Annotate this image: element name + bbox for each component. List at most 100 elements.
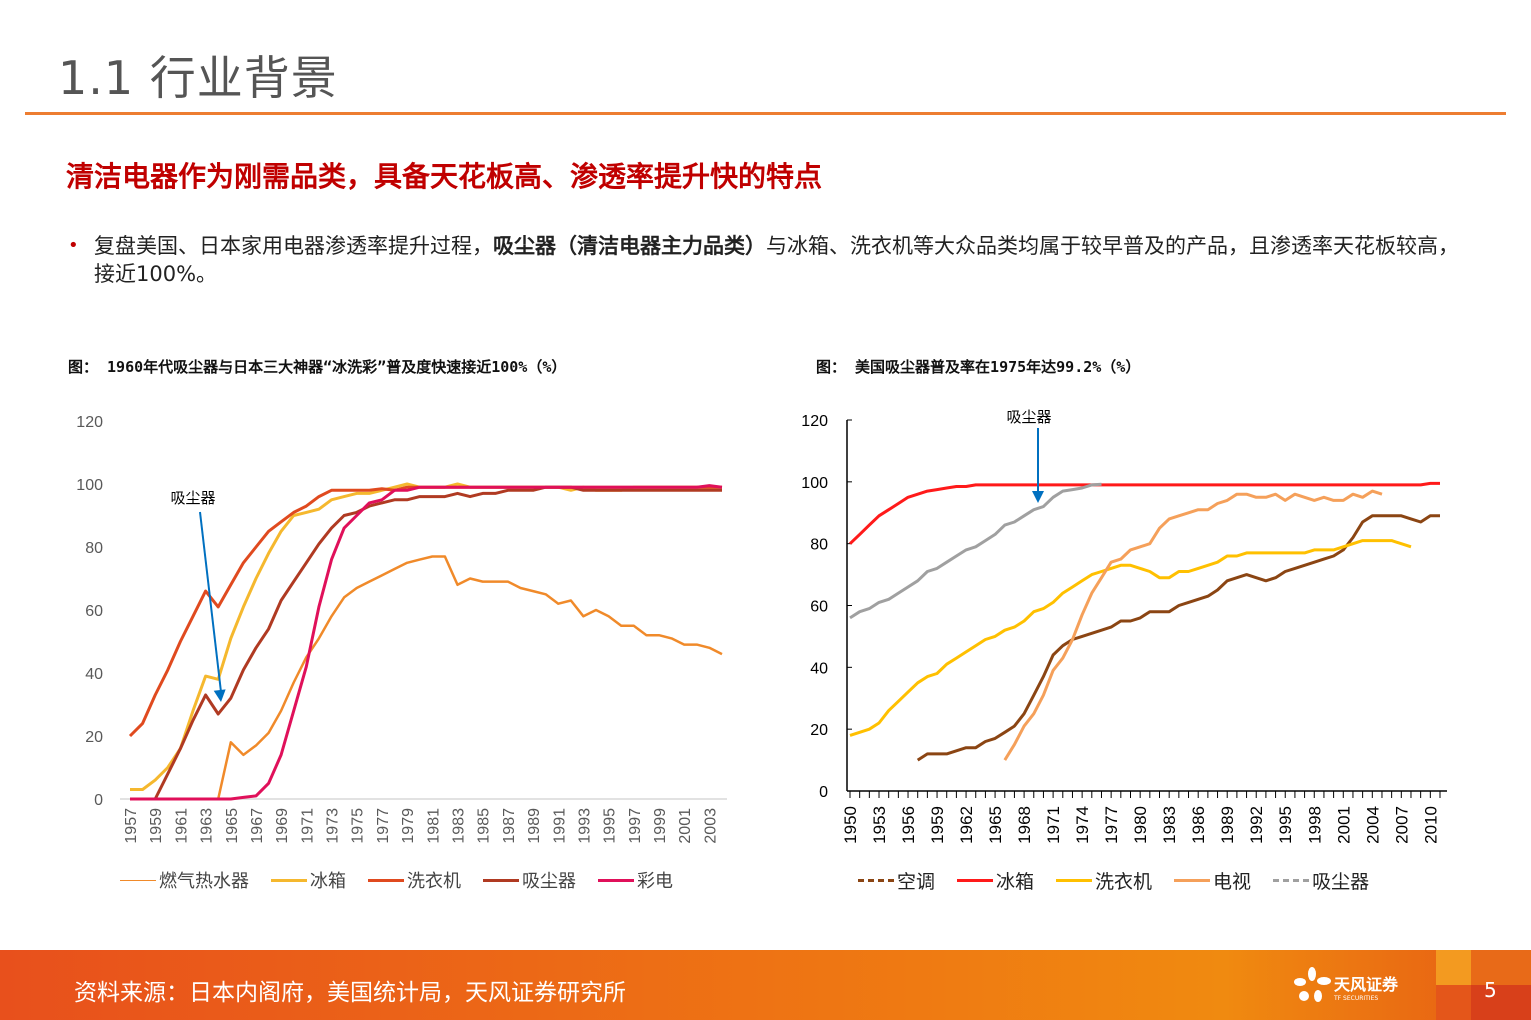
y-tick-label: 120	[801, 413, 828, 430]
y-tick-label: 100	[801, 475, 828, 492]
legend-label: 冰箱	[310, 871, 346, 892]
x-tick-label: 1979	[400, 808, 417, 844]
legend-label: 电视	[1213, 871, 1252, 893]
x-tick-label: 2010	[1421, 806, 1440, 844]
x-tick-label: 1975	[350, 808, 367, 844]
page-title: 1.1 行业背景	[58, 51, 338, 105]
legend-item: 吸尘器	[1273, 867, 1369, 894]
title-divider	[25, 112, 1506, 115]
legend-item: 吸尘器	[483, 867, 576, 893]
arrow-head-icon	[213, 689, 226, 702]
x-tick-label: 1959	[928, 806, 947, 844]
x-tick-label: 1974	[1073, 806, 1092, 844]
legend-swatch-icon	[858, 879, 894, 882]
footer-bar	[0, 950, 1531, 1020]
annotation-label: 吸尘器	[170, 489, 215, 507]
x-tick-label: 1967	[249, 808, 266, 844]
legend-swatch-icon	[957, 879, 994, 882]
legend-swatch-icon	[483, 878, 519, 882]
legend-swatch-icon	[120, 879, 156, 881]
legend-label: 燃气热水器	[159, 871, 249, 892]
x-tick-label: 1995	[1276, 806, 1295, 844]
page-number: 5	[1484, 978, 1497, 1002]
x-tick-label: 1992	[1247, 806, 1266, 844]
legend-swatch-icon	[1174, 879, 1211, 882]
legend-swatch-icon	[271, 878, 307, 882]
x-tick-label: 1973	[325, 808, 342, 844]
x-tick-label: 1969	[274, 808, 291, 844]
x-tick-label: 1977	[1102, 806, 1121, 844]
x-tick-label: 1963	[199, 808, 216, 844]
chart-1-title: 图： 1960年代吸尘器与日本三大神器“冰洗彩”普及度快速接近100%（%）	[68, 358, 567, 376]
x-tick-label: 1989	[526, 808, 543, 844]
chart-2-title: 图： 美国吸尘器普及率在1975年达99.2%（%）	[816, 358, 1141, 376]
x-tick-label: 1956	[899, 806, 918, 844]
legend-label: 洗衣机	[1095, 871, 1153, 893]
x-tick-label: 1980	[1131, 806, 1150, 844]
x-tick-label: 1995	[602, 808, 619, 844]
x-tick-label: 1950	[841, 806, 860, 844]
logo-subtext: TF SECURITIES	[1334, 994, 1379, 1002]
x-tick-label: 1971	[1044, 806, 1063, 844]
legend-label: 吸尘器	[1312, 871, 1370, 893]
x-tick-label: 1998	[1305, 806, 1324, 844]
chart-1-legend: 燃气热水器 冰箱 洗衣机 吸尘器 彩电	[120, 867, 695, 893]
y-tick-label: 0	[94, 792, 103, 809]
y-tick-label: 100	[76, 477, 103, 494]
legend-swatch-icon	[1056, 879, 1093, 882]
bullet-text: 复盘美国、日本家用电器渗透率提升过程，	[94, 234, 493, 258]
x-tick-label: 1999	[652, 808, 669, 844]
annotation-arrow	[199, 511, 222, 693]
series-line-冰箱	[130, 482, 722, 791]
legend-item: 洗衣机	[368, 867, 461, 893]
x-tick-label: 2001	[1334, 806, 1353, 844]
x-tick-label: 2001	[677, 808, 694, 844]
legend-item: 冰箱	[271, 867, 346, 893]
x-tick-label: 1981	[425, 808, 442, 844]
legend-item: 空调	[858, 867, 935, 894]
series-line-洗衣机	[849, 539, 1412, 737]
y-tick-label: 80	[85, 540, 103, 557]
legend-item: 电视	[1174, 867, 1251, 894]
series-line-彩电	[130, 484, 723, 801]
legend-label: 空调	[897, 871, 936, 893]
y-tick-label: 60	[810, 599, 828, 616]
x-tick-label: 1953	[870, 806, 889, 844]
series-line-燃气热水器	[130, 555, 723, 801]
bullet-point: • 复盘美国、日本家用电器渗透率提升过程，吸尘器（清洁电器主力品类）与冰箱、洗衣…	[68, 232, 1468, 288]
x-tick-label: 1961	[173, 808, 190, 844]
y-tick-label: 60	[85, 603, 103, 620]
legend-swatch-icon	[1273, 879, 1310, 882]
legend-label: 洗衣机	[407, 871, 461, 892]
series-line-空调	[916, 514, 1440, 762]
bullet-dot-icon: •	[68, 235, 79, 256]
x-tick-label: 1987	[501, 808, 518, 844]
series-line-冰箱	[848, 481, 1440, 545]
x-tick-label: 1986	[1189, 806, 1208, 844]
y-tick-label: 20	[810, 722, 828, 739]
headline: 清洁电器作为刚需品类，具备天花板高、渗透率提升快的特点	[66, 160, 823, 193]
chart-2-legend: 空调 冰箱 洗衣机 电视 吸尘器	[858, 867, 1391, 894]
x-tick-label: 2004	[1363, 806, 1382, 844]
legend-item: 彩电	[598, 867, 673, 893]
legend-item: 洗衣机	[1056, 867, 1152, 894]
logo-text: 天风证券	[1334, 974, 1399, 994]
x-tick-label: 1965	[986, 806, 1005, 844]
legend-label: 冰箱	[996, 871, 1035, 893]
chart-1: 0 20 40 60 80 100 120 1957 1959 1961 1963 1965 1967 1…	[76, 414, 727, 844]
x-tick-label: 1977	[375, 808, 392, 844]
company-logo: 天风证券 TF SECURITIES	[1292, 966, 1398, 1006]
series-line-吸尘器	[849, 482, 1102, 620]
y-tick-label: 80	[810, 537, 828, 554]
y-tick-label: 20	[85, 729, 103, 746]
y-tick-label: 120	[76, 414, 103, 431]
x-tick-label: 1991	[551, 808, 568, 844]
x-tick-label: 1989	[1218, 806, 1237, 844]
x-tick-label: 1971	[299, 808, 316, 844]
x-tick-label: 1993	[576, 808, 593, 844]
series-line-洗衣机	[128, 485, 722, 738]
arrow-head-icon	[1032, 491, 1044, 503]
x-tick-label: 1957	[123, 808, 140, 844]
series-line-吸尘器	[130, 485, 722, 801]
x-tick-label: 2007	[1392, 806, 1411, 844]
